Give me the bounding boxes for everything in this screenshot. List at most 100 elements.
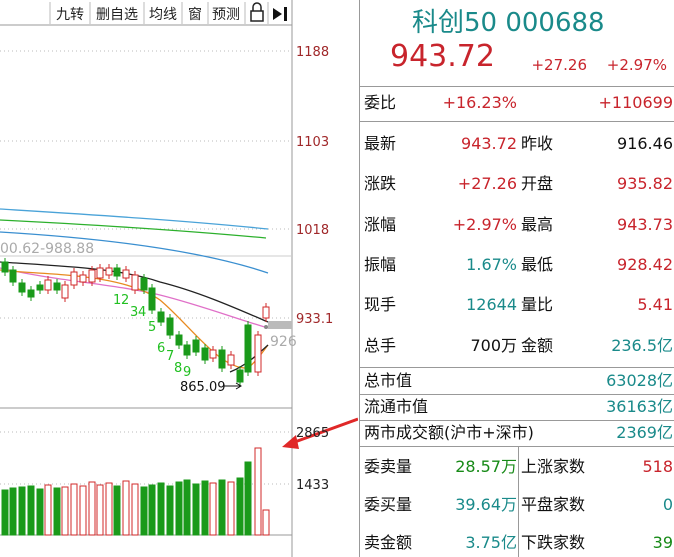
divider <box>360 121 674 122</box>
volume-bar <box>175 481 183 536</box>
row-value: 36163亿 <box>606 397 673 416</box>
toolbar-button[interactable]: 预测 <box>212 7 240 23</box>
candle <box>254 334 262 373</box>
volume-bar <box>140 486 148 536</box>
volume-bar <box>236 477 244 536</box>
row-label: 委比 <box>364 93 397 112</box>
count-label: 4 <box>138 305 146 320</box>
volume-bar <box>218 479 226 536</box>
divider <box>360 367 674 368</box>
row-value: 935.82 <box>617 174 673 194</box>
toolbar <box>0 2 292 26</box>
low-label: 865.09 <box>180 380 226 395</box>
volume-bar <box>88 481 96 536</box>
row-label: 最新 <box>364 134 397 153</box>
row-label: 流通市值 <box>364 397 429 416</box>
count-label: 6 <box>157 341 165 356</box>
row-value: +2.97% <box>452 214 517 234</box>
row-value: +110699 <box>598 93 673 112</box>
row-label: 总手 <box>364 335 397 355</box>
row-value: 518 <box>642 457 673 476</box>
row-value: 28.57万 <box>455 457 517 476</box>
range-label: 00.62-988.88 <box>0 241 94 257</box>
candle <box>236 369 244 383</box>
volume-bar <box>157 482 165 536</box>
candle <box>183 344 191 356</box>
candle <box>79 274 87 283</box>
volume-bar <box>254 447 262 536</box>
candle <box>122 269 130 279</box>
row-label: 最低 <box>521 254 554 274</box>
volume-bar <box>1 489 9 536</box>
candle <box>105 267 113 276</box>
row-value: 916.46 <box>617 134 673 153</box>
row-label: 委买量 <box>364 495 413 514</box>
row-label: 涨幅 <box>364 214 397 234</box>
candle <box>244 324 252 373</box>
lock-icon[interactable] <box>250 2 264 22</box>
price-axis-label: 1188 <box>296 45 329 60</box>
volume-bar <box>201 480 209 536</box>
candle <box>175 334 183 346</box>
change-pct: +2.97% <box>606 56 667 74</box>
candle <box>18 282 26 293</box>
row-label: 下跌家数 <box>521 533 586 552</box>
volume-bar <box>61 486 69 536</box>
row-value: 700万 <box>470 335 517 355</box>
collapse-icon[interactable] <box>273 7 287 21</box>
moving-averages <box>0 208 269 373</box>
volume-axis-label: 2865 <box>296 426 329 441</box>
divider <box>360 394 674 395</box>
volume-bar <box>70 483 78 536</box>
volume-bar <box>105 482 113 536</box>
volume-bar <box>209 482 217 536</box>
row-value: 63028亿 <box>606 371 673 390</box>
row-label: 量比 <box>521 295 554 315</box>
row-label: 现手 <box>364 295 397 315</box>
ghost-price: 926 <box>270 334 297 350</box>
change: +27.26 <box>531 56 587 74</box>
row-label: 平盘家数 <box>521 495 586 514</box>
volume-bar <box>79 485 87 536</box>
candle <box>96 267 104 279</box>
candle <box>61 284 69 299</box>
security-name: 科创50 000688 <box>412 8 605 38</box>
row-value: 2369亿 <box>616 423 673 442</box>
row-value: 1.67% <box>466 254 517 274</box>
price-axis-label: 1018 <box>296 223 329 238</box>
count-label: 7 <box>166 349 174 364</box>
toolbar-button[interactable]: 均线 <box>149 7 177 23</box>
divider <box>518 447 519 557</box>
row-value: 39 <box>652 533 673 552</box>
divider <box>360 86 674 87</box>
row-value: 5.41 <box>637 295 673 315</box>
candle <box>227 354 235 366</box>
candle <box>113 267 121 277</box>
count-label: 5 <box>148 320 156 335</box>
last-price: 943.72 <box>390 39 495 74</box>
candle <box>192 339 200 353</box>
toolbar-button[interactable]: 删自选 <box>96 7 138 23</box>
kline-chart: 九转 删自选 均线窗预测118811031018933.12865143300.62… <box>0 0 358 557</box>
volume-bar <box>166 485 174 536</box>
volume-bar <box>122 480 130 536</box>
toolbar-button[interactable]: 窗 <box>188 6 202 23</box>
candle <box>262 306 270 319</box>
candle <box>157 311 165 323</box>
candle <box>209 349 217 359</box>
row-label: 总市值 <box>364 371 413 390</box>
volume-bar <box>192 483 200 536</box>
row-label: 开盘 <box>521 174 554 194</box>
row-label: 最高 <box>521 214 554 234</box>
candle <box>88 269 96 283</box>
divider <box>360 420 674 421</box>
row-label: 昨收 <box>521 134 554 153</box>
candle <box>36 284 44 291</box>
candle <box>218 349 226 369</box>
volume-bar <box>44 484 52 536</box>
candle <box>70 271 78 286</box>
toolbar-button[interactable]: 九转 <box>56 7 84 23</box>
volume-bar <box>96 484 104 536</box>
row-value: 0 <box>662 495 673 514</box>
